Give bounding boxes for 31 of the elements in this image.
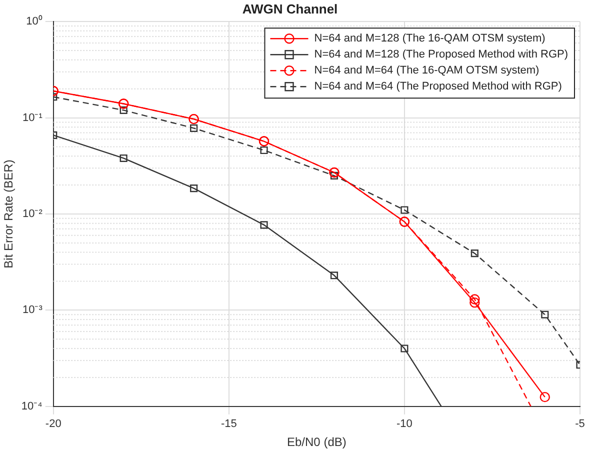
point: [540, 392, 550, 402]
y-tick-label: 10⁻²: [22, 208, 43, 220]
chart-title: AWGN Channel: [242, 1, 338, 16]
legend-label: N=64 and M=128 (The Proposed Method with RGP): [314, 48, 568, 61]
point: [260, 221, 268, 229]
point: [190, 124, 198, 132]
point: [330, 172, 338, 180]
point: [190, 184, 198, 192]
y-axis-title: Bit Error Rate (BER): [2, 160, 16, 268]
point: [400, 206, 408, 214]
point: [541, 310, 549, 318]
point: [120, 106, 128, 114]
point: [330, 272, 338, 280]
legend-label: N=64 and M=128 (The 16-QAM OTSM system): [314, 32, 546, 45]
point: [400, 344, 408, 352]
point: [470, 294, 480, 304]
y-tick-label: 10⁻¹: [22, 112, 43, 124]
point: [470, 297, 480, 308]
legend-label: N=64 and M=64 (The 16-QAM OTSM system): [314, 64, 540, 77]
x-tick-label: -10: [396, 418, 412, 430]
x-axis-title: Eb/N0 (dB): [287, 435, 346, 450]
point: [470, 250, 478, 258]
legend-label: N=64 and M=64 (The Proposed Method with RGP): [314, 80, 562, 93]
point: [120, 154, 128, 162]
x-tick-label: -5: [575, 418, 585, 430]
y-tick-label: 10⁻³: [22, 304, 43, 316]
y-tick-label: 10⁰: [26, 14, 42, 28]
x-tick-label: -20: [45, 418, 62, 430]
x-tick-label: -15: [220, 418, 237, 430]
point: [260, 146, 268, 154]
y-tick-label: 10⁻⁴: [21, 400, 43, 412]
